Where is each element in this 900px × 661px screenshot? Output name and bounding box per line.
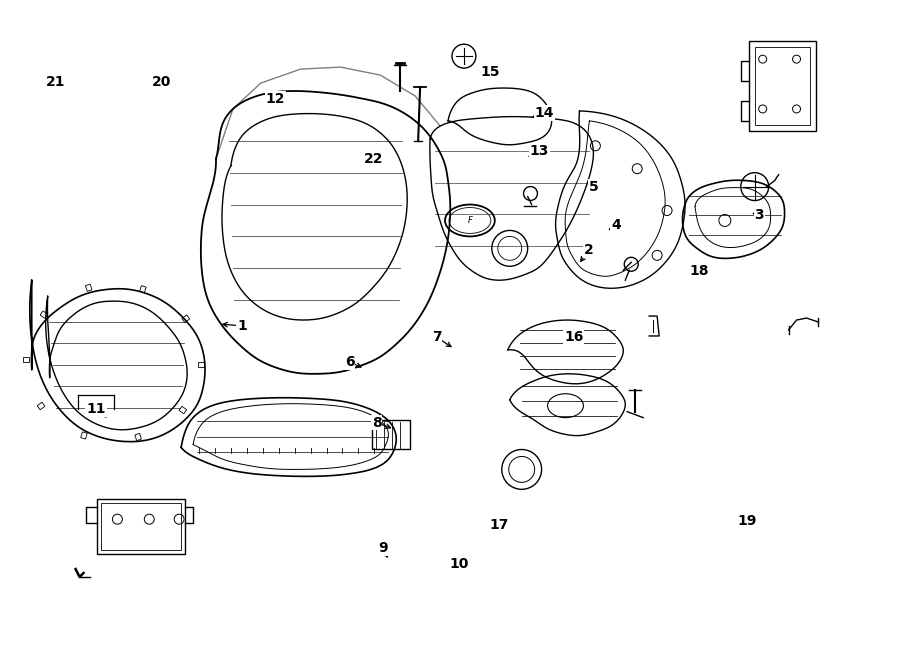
- Text: 5: 5: [589, 180, 598, 194]
- Text: 14: 14: [535, 106, 554, 120]
- Bar: [179, 407, 186, 414]
- Bar: [22, 358, 29, 362]
- Bar: [135, 434, 141, 441]
- Bar: [182, 315, 190, 323]
- Text: 13: 13: [530, 145, 549, 159]
- Bar: [102, 503, 181, 550]
- Text: 18: 18: [689, 264, 709, 278]
- Bar: [97, 499, 185, 554]
- Bar: [198, 362, 204, 368]
- Text: 11: 11: [86, 403, 105, 416]
- Text: 17: 17: [490, 518, 509, 531]
- Text: 1: 1: [238, 319, 247, 333]
- Text: 19: 19: [738, 514, 757, 528]
- Text: 20: 20: [152, 75, 171, 89]
- Text: 15: 15: [481, 65, 500, 79]
- Text: 4: 4: [611, 218, 621, 232]
- Text: F: F: [467, 216, 472, 225]
- Text: 7: 7: [432, 330, 441, 344]
- Text: 21: 21: [46, 75, 66, 89]
- Bar: [37, 403, 45, 410]
- Text: 16: 16: [564, 330, 583, 344]
- Text: 10: 10: [449, 557, 469, 571]
- Bar: [86, 284, 92, 292]
- Bar: [140, 286, 146, 293]
- Bar: [40, 311, 48, 319]
- Text: 2: 2: [584, 243, 594, 257]
- Text: 8: 8: [372, 416, 382, 430]
- Text: 12: 12: [266, 92, 285, 106]
- Text: 22: 22: [364, 153, 383, 167]
- Bar: [755, 47, 811, 125]
- Text: 9: 9: [378, 541, 388, 555]
- Text: 3: 3: [754, 208, 764, 222]
- Text: 6: 6: [345, 355, 355, 369]
- Bar: [81, 432, 87, 439]
- Bar: [373, 420, 410, 449]
